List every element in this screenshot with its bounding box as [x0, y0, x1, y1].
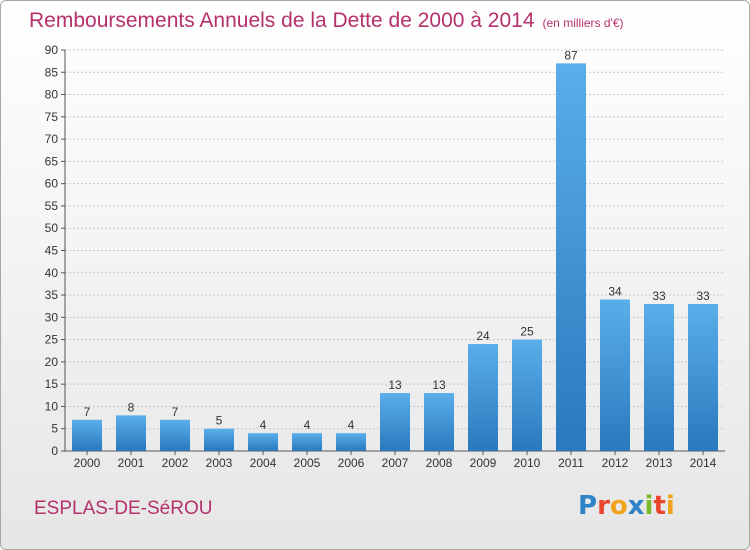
data-label-2005: 4 [304, 418, 311, 432]
bar-2012 [600, 299, 630, 451]
data-label-2001: 8 [128, 400, 135, 414]
data-label-2011: 87 [564, 48, 578, 62]
logo-letter: P [578, 491, 598, 521]
bar-2009 [468, 344, 498, 451]
y-tick-label: 75 [45, 110, 59, 124]
data-label-2002: 7 [172, 405, 179, 419]
y-tick-label: 45 [45, 244, 59, 258]
y-tick-label: 30 [45, 310, 59, 324]
y-tick-label: 80 [45, 88, 59, 102]
bar-2010 [512, 339, 542, 451]
logo-letter: o [609, 491, 628, 521]
data-label-2013: 33 [652, 289, 666, 303]
grid-lines [65, 49, 725, 430]
bar-2000 [72, 419, 102, 451]
x-tick-label-2006: 2006 [338, 456, 365, 470]
x-tick-label-2000: 2000 [74, 456, 101, 470]
logo-letter: t [653, 491, 666, 521]
bar-2006 [336, 433, 366, 451]
bar-2002 [160, 419, 190, 451]
y-tick-label: 25 [45, 333, 59, 347]
y-tick-label: 35 [45, 288, 59, 302]
bar-2008 [424, 393, 454, 451]
data-label-2008: 13 [432, 378, 446, 392]
y-tick-label: 5 [51, 422, 58, 436]
y-tick-label: 85 [45, 65, 59, 79]
x-tick-labels: 2000 2001 2002 2003 2004 2005 2006 2007 2008 2009… [74, 456, 717, 470]
x-tick-label-2012: 2012 [602, 456, 629, 470]
bar-2001 [116, 415, 146, 451]
x-tick-label-2003: 2003 [206, 456, 233, 470]
data-label-2009: 24 [476, 329, 490, 343]
x-tick-label-2014: 2014 [690, 456, 717, 470]
y-tick-label: 15 [45, 377, 59, 391]
bar-2013 [644, 303, 674, 451]
logo-letter: i [644, 491, 654, 521]
x-tick-label-2001: 2001 [118, 456, 145, 470]
data-label-2006: 4 [348, 418, 355, 432]
y-tick-label: 90 [45, 43, 59, 57]
y-tick-label: 60 [45, 177, 59, 191]
bar-2003 [204, 428, 234, 451]
x-tick-label-2010: 2010 [514, 456, 541, 470]
y-tick-label: 10 [45, 399, 59, 413]
data-label-2003: 5 [216, 414, 223, 428]
x-tick-label-2009: 2009 [470, 456, 497, 470]
bar-2011 [556, 63, 586, 451]
bar-2014 [688, 303, 718, 451]
y-tick-label: 70 [45, 132, 59, 146]
data-label-2000: 7 [84, 405, 91, 419]
chart-title-text: Remboursements Annuels de la Dette de 20… [29, 9, 535, 32]
y-tick-labels: 0 5 10 15 20 25 30 35 40 45 50 55 60 65 70 75 80 85 90 [45, 43, 59, 458]
y-tick-label: 40 [45, 266, 59, 280]
bar-2007 [380, 393, 410, 451]
bar-2005 [292, 433, 322, 451]
y-tick-label: 20 [45, 355, 59, 369]
x-tick-label-2007: 2007 [382, 456, 409, 470]
logo-letter: i [665, 491, 675, 521]
chart-title: Remboursements Annuels de la Dette de 20… [29, 9, 624, 33]
data-label-2012: 34 [608, 285, 622, 299]
y-tick-label: 50 [45, 221, 59, 235]
x-tick-label-2002: 2002 [162, 456, 189, 470]
chart-unit: (en milliers d'€) [542, 16, 624, 30]
logo-letter: x [627, 491, 645, 521]
bar-2004 [248, 433, 278, 451]
data-label-2004: 4 [260, 418, 267, 432]
data-label-2010: 25 [520, 325, 534, 339]
y-tick-label: 0 [51, 444, 58, 458]
proxiti-logo[interactable]: Proxiti [578, 491, 675, 521]
x-tick-label-2008: 2008 [426, 456, 453, 470]
x-tick-label-2011: 2011 [558, 456, 584, 470]
logo-letter: r [597, 491, 610, 521]
x-tick-label-2013: 2013 [646, 456, 673, 470]
y-tick-label: 65 [45, 154, 59, 168]
y-tick-label: 55 [45, 199, 59, 213]
x-tick-label-2005: 2005 [294, 456, 321, 470]
commune-name: ESPLAS-DE-SéROU [34, 498, 213, 519]
x-tick-label-2004: 2004 [250, 456, 277, 470]
data-label-2014: 33 [696, 289, 710, 303]
data-label-2007: 13 [388, 378, 402, 392]
bars [72, 63, 718, 451]
